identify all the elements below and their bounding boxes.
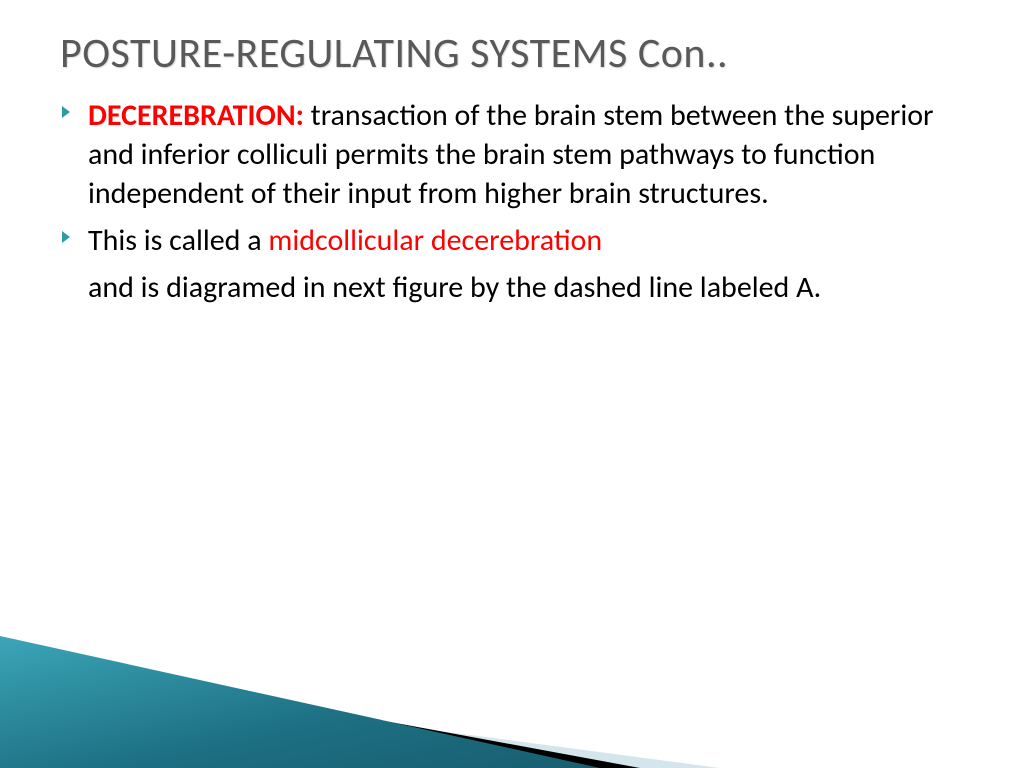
bullet-marker-icon <box>60 96 88 213</box>
bullet-marker-icon <box>60 221 88 260</box>
bullet-item: This is called a midcollicular decerebra… <box>60 221 964 260</box>
emphasis-term: midcollicular decerebration <box>268 222 602 259</box>
emphasis-term: DECEREBRATION: <box>88 97 304 134</box>
bullet-item: DECEREBRATION: transaction of the brain … <box>60 96 964 213</box>
continuation-text: and is diagramed in next figure by the d… <box>88 268 964 307</box>
slide-content: DECEREBRATION: transaction of the brain … <box>60 96 964 307</box>
slide-decor-triangles <box>0 578 1024 768</box>
bullet-text: DECEREBRATION: transaction of the brain … <box>88 96 964 213</box>
slide-container: POSTURE-REGULATING SYSTEMS Con.. DECEREB… <box>0 0 1024 768</box>
bullet-text: This is called a midcollicular decerebra… <box>88 221 964 260</box>
slide-title: POSTURE-REGULATING SYSTEMS Con.. <box>60 30 964 78</box>
bullet-pre: This is called a <box>88 222 268 259</box>
